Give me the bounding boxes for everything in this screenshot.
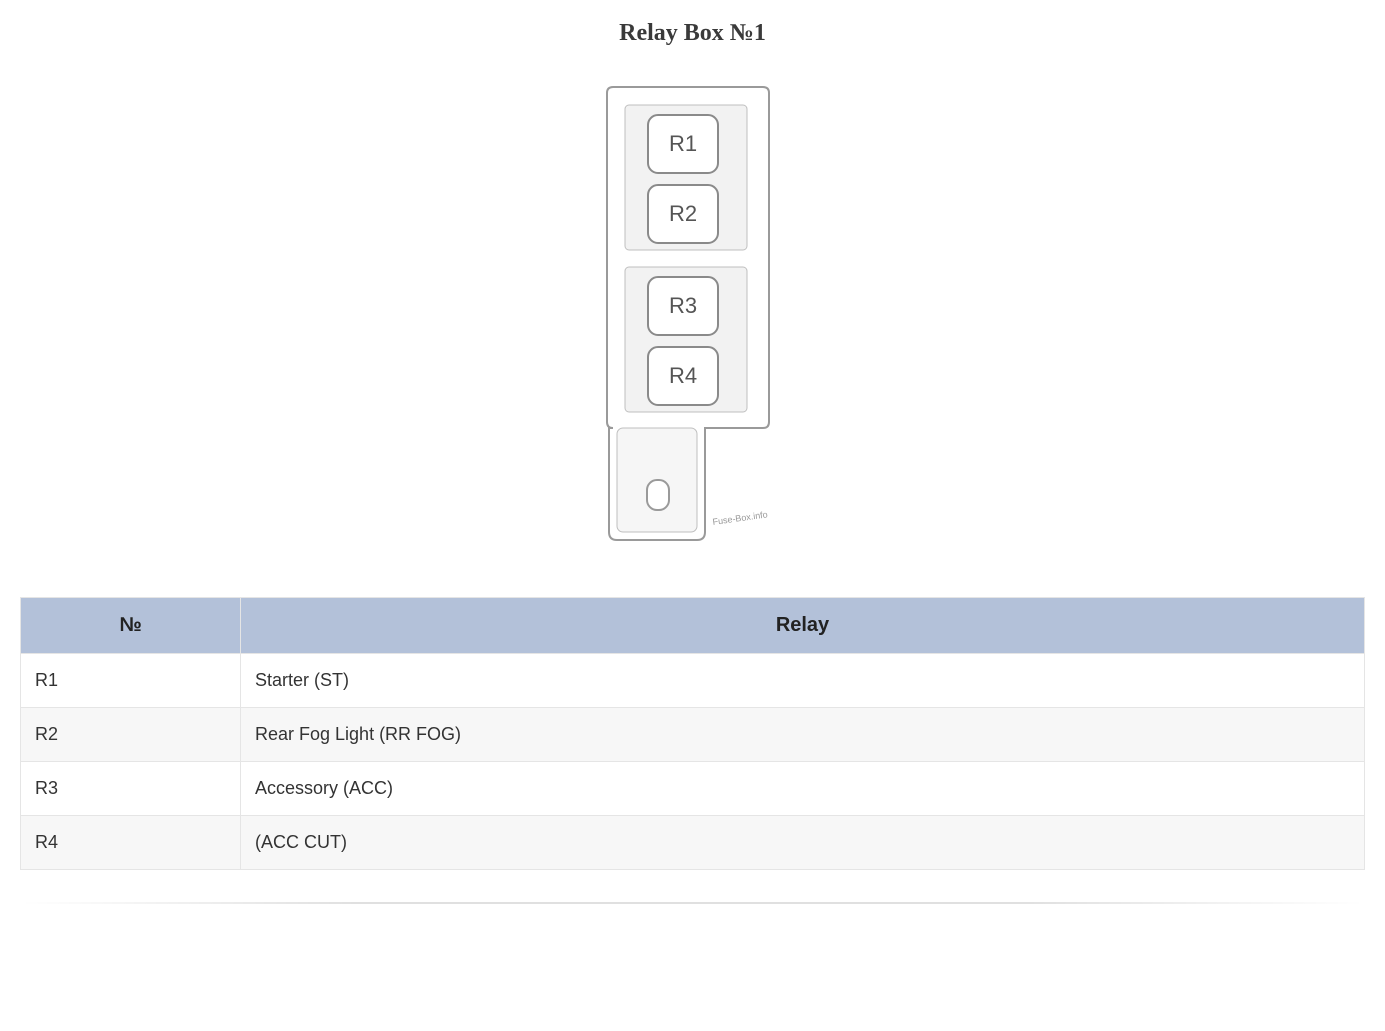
section-divider xyxy=(20,902,1365,904)
cell-no: R2 xyxy=(21,708,241,762)
cell-relay: Starter (ST) xyxy=(241,654,1365,708)
relay-label-r3: R3 xyxy=(668,293,696,318)
table-body: R1 Starter (ST) R2 Rear Fog Light (RR FO… xyxy=(21,654,1365,870)
relay-label-r1: R1 xyxy=(668,131,696,156)
col-header-relay: Relay xyxy=(241,598,1365,654)
cell-no: R1 xyxy=(21,654,241,708)
col-header-no: № xyxy=(21,598,241,654)
diagram-container: R1 R2 R3 R4 Fuse-Box.info xyxy=(20,77,1365,557)
table-row: R2 Rear Fog Light (RR FOG) xyxy=(21,708,1365,762)
relay-box-diagram: R1 R2 R3 R4 Fuse-Box.info xyxy=(593,77,793,557)
table-row: R3 Accessory (ACC) xyxy=(21,762,1365,816)
table-head: № Relay xyxy=(21,598,1365,654)
watermark: Fuse-Box.info xyxy=(711,509,767,527)
cell-relay: Rear Fog Light (RR FOG) xyxy=(241,708,1365,762)
relay-box-svg: R1 R2 R3 R4 Fuse-Box.info xyxy=(593,77,793,557)
relay-table: № Relay R1 Starter (ST) R2 Rear Fog Ligh… xyxy=(20,597,1365,870)
relay-label-r2: R2 xyxy=(668,201,696,226)
table-row: R4 (ACC CUT) xyxy=(21,816,1365,870)
cell-relay: Accessory (ACC) xyxy=(241,762,1365,816)
mount-hole xyxy=(647,480,669,510)
cell-relay: (ACC CUT) xyxy=(241,816,1365,870)
table-row: R1 Starter (ST) xyxy=(21,654,1365,708)
cell-no: R3 xyxy=(21,762,241,816)
table-header-row: № Relay xyxy=(21,598,1365,654)
relay-label-r4: R4 xyxy=(668,363,696,388)
page-title: Relay Box №1 xyxy=(20,20,1365,47)
cell-no: R4 xyxy=(21,816,241,870)
